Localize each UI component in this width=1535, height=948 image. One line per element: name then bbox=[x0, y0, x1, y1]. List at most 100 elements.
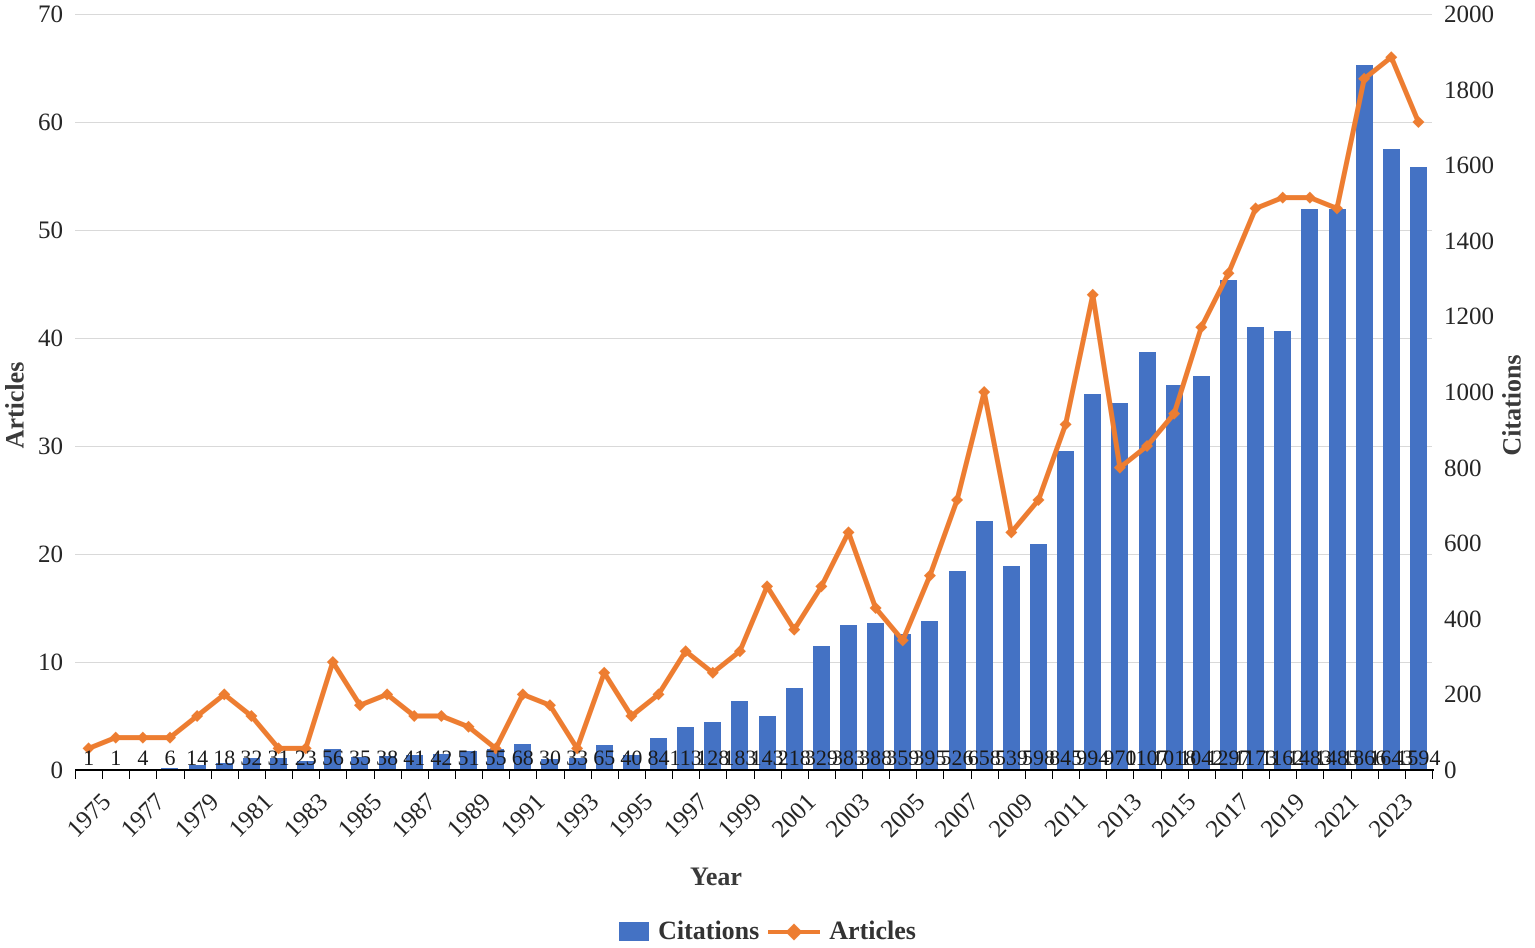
left-axis-tick-60: 60 bbox=[38, 109, 63, 136]
articles-point-2009 bbox=[1005, 526, 1018, 539]
articles-line-series bbox=[82, 51, 1425, 755]
left-axis-tick-70: 70 bbox=[38, 1, 63, 28]
gridline bbox=[75, 338, 1432, 339]
x-axis-year-label-1985: 1985 bbox=[332, 788, 388, 843]
citations-data-label-2007: 526 bbox=[940, 745, 974, 770]
x-axis-tick bbox=[346, 771, 348, 779]
x-axis-tick bbox=[780, 771, 782, 779]
citations-data-label-2005: 359 bbox=[886, 745, 920, 770]
x-axis-tick bbox=[156, 771, 158, 779]
right-axis-tick-600: 600 bbox=[1444, 530, 1482, 558]
x-axis-tick bbox=[536, 771, 538, 779]
gridline bbox=[75, 446, 1432, 447]
articles-point-1996 bbox=[652, 688, 665, 701]
x-axis-year-label-1983: 1983 bbox=[278, 788, 334, 843]
articles-point-2015 bbox=[1168, 407, 1181, 420]
citations-data-label-2008: 658 bbox=[967, 745, 1001, 770]
citations-data-label-1994: 65 bbox=[593, 745, 616, 770]
articles-point-2023 bbox=[1385, 51, 1398, 64]
citations-bar-2017 bbox=[1219, 279, 1237, 770]
right-axis-tick-200: 200 bbox=[1444, 681, 1482, 709]
articles-point-1991 bbox=[516, 688, 529, 701]
articles-point-1987 bbox=[408, 710, 421, 722]
x-axis-tick bbox=[400, 771, 402, 779]
left-axis-tick-0: 0 bbox=[50, 757, 64, 784]
x-axis-tick bbox=[210, 771, 212, 779]
citations-bar-1980 bbox=[215, 763, 233, 770]
legend-citations-label: Citations bbox=[658, 916, 760, 945]
articles-point-2003 bbox=[842, 526, 855, 539]
citations-data-label-2017: 1297 bbox=[1206, 745, 1251, 770]
articles-point-1979 bbox=[191, 710, 204, 722]
x-axis-tick bbox=[509, 771, 511, 779]
right-axis-tick-800: 800 bbox=[1444, 454, 1482, 482]
articles-point-2006 bbox=[923, 569, 936, 582]
citations-bar-2001 bbox=[785, 687, 803, 770]
x-axis-year-label-1991: 1991 bbox=[495, 788, 551, 843]
citations-bar-2024 bbox=[1409, 167, 1427, 770]
articles-point-1975 bbox=[82, 742, 95, 755]
articles-point-1981 bbox=[245, 710, 258, 722]
articles-point-2019 bbox=[1276, 191, 1289, 204]
articles-point-2011 bbox=[1059, 418, 1072, 431]
x-axis-tick bbox=[834, 771, 836, 779]
x-axis-year-label-2003: 2003 bbox=[821, 788, 876, 843]
x-axis-tick bbox=[1377, 771, 1379, 779]
articles-point-2018 bbox=[1249, 202, 1262, 215]
citations-data-label-1987: 41 bbox=[403, 745, 426, 770]
x-axis-year-label-2005: 2005 bbox=[875, 788, 931, 843]
x-axis-tick bbox=[970, 771, 972, 779]
x-axis-tick bbox=[1106, 771, 1108, 779]
x-axis-tick bbox=[373, 771, 375, 779]
articles-point-2020 bbox=[1303, 191, 1316, 204]
citations-bar-1986 bbox=[378, 755, 396, 770]
articles-point-1988 bbox=[435, 710, 448, 722]
articles-point-2005 bbox=[896, 634, 909, 647]
x-axis-tick bbox=[1242, 771, 1244, 779]
citations-bar-2002 bbox=[812, 645, 830, 770]
citations-bar-1988 bbox=[432, 754, 450, 770]
x-axis-year-label-2019: 2019 bbox=[1255, 788, 1311, 843]
x-axis-tick bbox=[1052, 771, 1054, 779]
citations-bar-1996 bbox=[650, 738, 667, 770]
x-axis-year-label-1975: 1975 bbox=[61, 788, 116, 843]
citations-bar-1991 bbox=[514, 744, 532, 770]
x-axis-year-label-1987: 1987 bbox=[387, 788, 442, 843]
citations-bar-2019 bbox=[1274, 330, 1292, 770]
articles-point-2017 bbox=[1222, 267, 1235, 280]
x-axis-year-label-2023: 2023 bbox=[1364, 788, 1419, 843]
articles-point-2001 bbox=[788, 623, 801, 636]
articles-point-2007 bbox=[951, 494, 964, 506]
right-axis-tick-1800: 1800 bbox=[1444, 76, 1494, 104]
articles-point-1997 bbox=[679, 645, 692, 658]
citations-data-label-1989: 51 bbox=[457, 745, 480, 770]
articles-point-1982 bbox=[272, 742, 285, 755]
x-axis-tick bbox=[102, 771, 104, 779]
x-axis-tick bbox=[726, 771, 728, 779]
citations-bar-1994 bbox=[595, 745, 613, 770]
x-axis-tick bbox=[292, 771, 294, 779]
left-axis-tick-20: 20 bbox=[38, 541, 63, 568]
x-axis-year-label-1977: 1977 bbox=[115, 788, 171, 843]
citations-bar-1983 bbox=[297, 761, 315, 770]
articles-point-1990 bbox=[489, 742, 502, 755]
x-axis-year-label-2015: 2015 bbox=[1147, 788, 1202, 843]
x-axis-tick bbox=[75, 771, 76, 779]
citations-bar-1982 bbox=[270, 758, 288, 770]
citations-data-label-2014: 1107 bbox=[1125, 745, 1169, 770]
citations-data-label-1983: 23 bbox=[294, 745, 317, 770]
left-axis-tick-30: 30 bbox=[38, 433, 63, 460]
citations-bar-2007 bbox=[948, 571, 966, 770]
articles-point-2000 bbox=[761, 580, 774, 593]
citations-data-label-1979: 14 bbox=[186, 745, 209, 770]
citations-bar-2011 bbox=[1057, 450, 1075, 770]
articles-point-2012 bbox=[1086, 288, 1099, 301]
articles-point-1977 bbox=[136, 731, 149, 744]
x-axis-line bbox=[75, 769, 1434, 771]
x-axis-tick bbox=[319, 771, 321, 779]
citations-bar-2016 bbox=[1192, 376, 1210, 770]
citations-data-label-1980: 18 bbox=[213, 745, 236, 770]
citations-bar-1981 bbox=[242, 757, 260, 770]
x-axis-tick bbox=[672, 771, 674, 779]
